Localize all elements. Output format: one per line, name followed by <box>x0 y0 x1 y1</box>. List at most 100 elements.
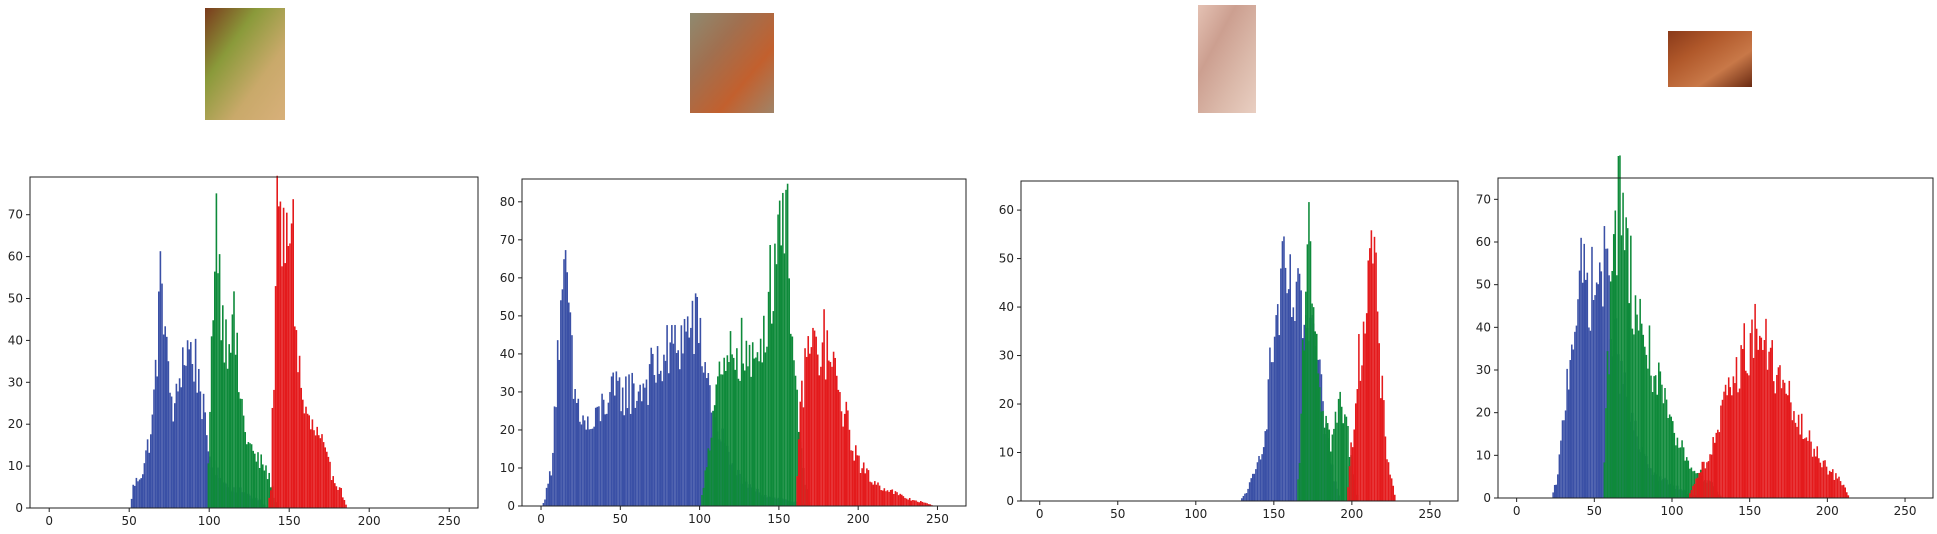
histogram-bar <box>306 413 309 508</box>
thumbnail-image <box>690 13 774 113</box>
histogram-bar <box>303 413 306 508</box>
histogram-bar <box>1241 498 1243 501</box>
histogram-bar <box>664 360 667 506</box>
histogram-bar <box>1563 420 1565 498</box>
histogram-bar <box>625 376 627 506</box>
histogram-bar <box>739 380 741 506</box>
rgb-histogram-chart: 0 50 100 150 200 250 0 10 20 30 40 50 60 70 <box>1476 155 1934 518</box>
histogram-bar <box>1389 474 1391 501</box>
histogram-bar <box>177 391 179 508</box>
histogram-bar <box>1695 478 1697 498</box>
histogram-bar <box>904 497 906 506</box>
histogram-bar <box>1300 290 1302 501</box>
histogram-bar <box>874 481 876 506</box>
histogram-bar <box>335 486 338 508</box>
histogram-bar <box>1609 281 1612 498</box>
histogram-bar <box>853 460 855 506</box>
histogram-bar <box>563 259 565 506</box>
series-green <box>701 183 811 507</box>
histogram-bar <box>297 372 299 508</box>
histogram-bar <box>1294 320 1296 501</box>
histogram-bar <box>284 263 286 508</box>
histogram-bar <box>255 461 258 508</box>
histogram-bar <box>1251 473 1254 501</box>
histogram-bar <box>316 426 318 508</box>
histogram-bar <box>1384 436 1387 501</box>
histogram-bar <box>1328 429 1331 501</box>
x-tick-label: 200 <box>1340 507 1363 521</box>
histogram-bar <box>889 489 892 506</box>
histogram-bar <box>338 487 341 508</box>
histogram-bar <box>908 497 911 506</box>
series-red <box>268 175 347 509</box>
histogram-bar <box>810 347 813 506</box>
histogram-bar <box>1672 421 1674 498</box>
histogram-bar <box>207 463 210 508</box>
y-tick-label: 0 <box>1006 494 1014 508</box>
histogram-panel-3: 0 50 100 150 200 250 0 10 20 30 40 50 60 <box>980 0 1460 534</box>
histogram-bar <box>1291 317 1293 501</box>
histogram-bar <box>685 331 687 506</box>
histogram-bar <box>324 447 326 508</box>
histogram-bar <box>913 500 916 506</box>
histogram-bar <box>1755 328 1758 498</box>
histogram-bar <box>1675 445 1677 498</box>
histogram-bar <box>577 398 580 506</box>
histogram-bar <box>1749 333 1752 498</box>
histogram-bar <box>1790 402 1792 498</box>
histogram-bar <box>1555 484 1558 498</box>
histogram-bar <box>734 369 737 506</box>
histogram-bar <box>1592 300 1595 498</box>
rgb-histogram-chart: 0 50 100 150 200 250 0 10 20 30 40 50 60 70 <box>8 175 479 528</box>
histogram-bar <box>648 364 651 506</box>
histogram-bar <box>314 435 317 508</box>
histogram-bar <box>587 416 589 506</box>
histogram-bar <box>1659 371 1662 498</box>
histogram-bar <box>633 383 635 506</box>
histogram-bar <box>1665 399 1668 498</box>
histogram-bar <box>671 325 673 506</box>
histogram-bar <box>900 494 903 506</box>
histogram-bar <box>813 330 816 506</box>
histogram-bar <box>1369 248 1371 501</box>
histogram-bar <box>609 392 611 506</box>
histogram-bar <box>166 336 168 508</box>
histogram-bar <box>788 278 790 506</box>
histogram-bar <box>170 396 173 508</box>
histogram-bar <box>1816 446 1819 498</box>
histogram-bar <box>780 245 783 506</box>
histogram-bar <box>669 342 672 506</box>
histogram-bar <box>194 338 197 508</box>
histogram-bar <box>1557 474 1559 498</box>
histogram-bar <box>1653 376 1655 498</box>
histogram-bar <box>618 377 621 506</box>
histogram-bar <box>1726 395 1728 498</box>
histogram-bar <box>1650 375 1652 498</box>
histogram-bar <box>1640 323 1643 498</box>
histogram-bar <box>870 482 873 506</box>
histogram-bar <box>1305 291 1307 501</box>
histogram-bar <box>1777 367 1780 498</box>
histogram-bar <box>246 444 248 508</box>
histogram-bar <box>629 413 632 506</box>
histogram-bar <box>888 491 890 506</box>
histogram-bar <box>705 467 708 506</box>
histogram-bar <box>1322 410 1324 501</box>
histogram-bar <box>1337 398 1340 501</box>
histogram-bar <box>142 474 144 508</box>
series-green <box>207 193 277 509</box>
histogram-bar <box>1575 325 1578 498</box>
histogram-bar <box>1752 357 1755 498</box>
histogram-bar <box>1648 325 1651 498</box>
histogram-bar <box>1765 318 1767 498</box>
histogram-bar <box>547 483 549 506</box>
histogram-bar <box>794 375 797 506</box>
histogram-bar <box>556 340 559 506</box>
histogram-bar <box>1297 479 1299 501</box>
histogram-bar <box>763 315 765 506</box>
histogram-bar <box>1813 448 1815 498</box>
y-tick-label: 60 <box>500 271 515 285</box>
histogram-bar <box>1779 365 1781 498</box>
histogram-bar <box>1361 365 1363 501</box>
y-tick-label: 20 <box>8 417 23 431</box>
